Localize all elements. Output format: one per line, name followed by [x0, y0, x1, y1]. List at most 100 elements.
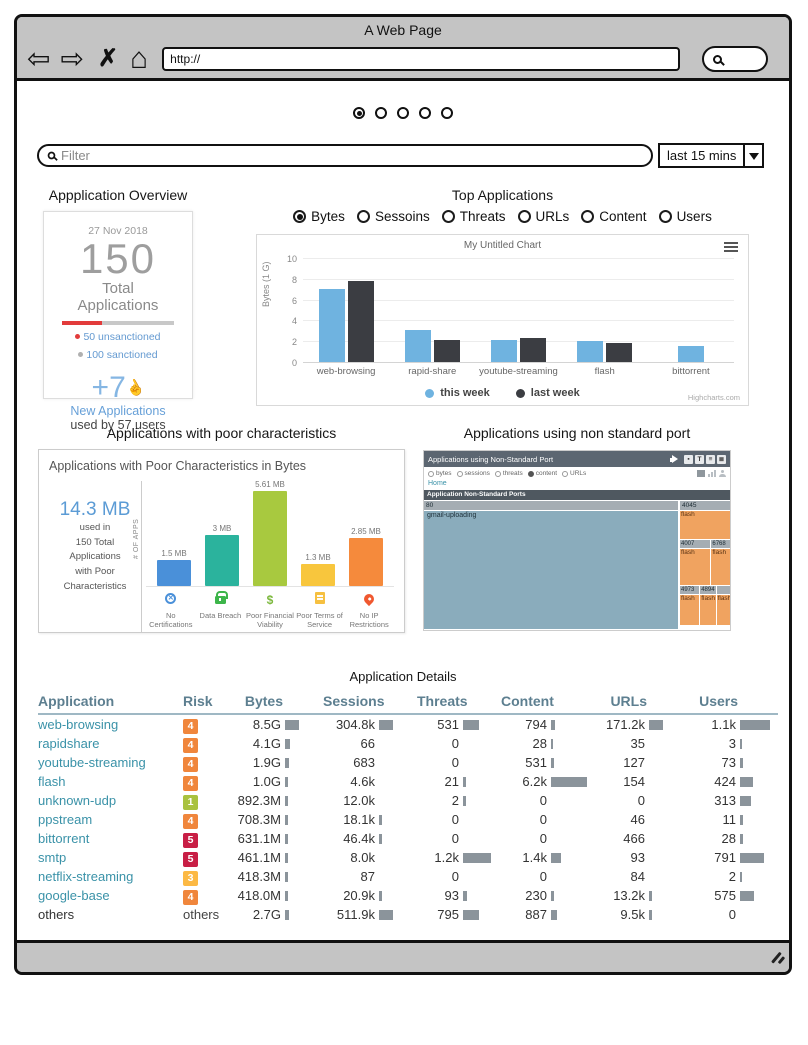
resize-handle-icon[interactable]	[765, 950, 785, 966]
column-header-urls[interactable]: URLs	[610, 693, 647, 709]
app-name-link[interactable]: google-base	[38, 888, 110, 903]
bar-value-label: 1.5 MB	[161, 549, 187, 558]
search-icon	[713, 54, 723, 64]
category-label: rapid-share	[408, 366, 457, 377]
cell-value: 1.0G	[252, 774, 281, 789]
risk-badge: 4	[183, 718, 198, 734]
radio-option-threats[interactable]: threats	[494, 470, 523, 477]
radio-option-bytes[interactable]: bytes	[428, 470, 452, 477]
column-header-threats[interactable]: Threats	[417, 693, 468, 709]
category-label: No Certifications	[149, 611, 193, 629]
app-name-link[interactable]: smtp	[38, 850, 67, 865]
speaker-icon[interactable]	[670, 454, 680, 464]
radio-option-users[interactable]: Users	[658, 209, 712, 224]
legend-item[interactable]: last week	[515, 387, 580, 399]
forward-arrow-icon[interactable]: ⇨	[60, 43, 84, 74]
radio-option-bytes[interactable]: Bytes	[293, 209, 345, 224]
carousel-dot[interactable]	[397, 107, 409, 119]
urls-cell: 93	[589, 850, 687, 865]
threats-cell: 93	[417, 888, 501, 903]
treemap-header-row: 4973 4894	[680, 586, 730, 594]
column-header-risk[interactable]: Risk	[183, 693, 213, 709]
app-name-link[interactable]: web-browsing	[38, 717, 119, 732]
carousel-dot[interactable]	[441, 107, 453, 119]
cell-value: 9.5k	[620, 907, 645, 922]
app-name-link[interactable]: rapidshare	[38, 736, 100, 751]
red-bullet-icon	[75, 334, 81, 340]
treemap-cell[interactable]: flash	[716, 595, 730, 625]
cell-value: 892.3M	[237, 793, 281, 808]
treemap-cell[interactable]: flash	[680, 549, 711, 585]
category: No Certifications	[146, 591, 196, 629]
radio-option-threats[interactable]: Threats	[441, 209, 506, 224]
carousel-dot[interactable]	[353, 107, 365, 119]
category-label: Poor Financial Viability	[246, 611, 294, 629]
cell-value: 683	[353, 755, 375, 770]
app-name-link[interactable]: flash	[38, 774, 66, 789]
filter-input-wrap[interactable]	[37, 144, 653, 167]
hamburger-menu-icon[interactable]	[724, 242, 738, 254]
close-icon[interactable]: ✗	[97, 45, 119, 72]
column-header-users[interactable]: Users	[699, 693, 738, 709]
magnitude-bar	[285, 814, 288, 825]
treemap-cell[interactable]: flash	[680, 595, 700, 625]
treemap-cell[interactable]: flash	[711, 549, 730, 585]
home-icon[interactable]: ⌂	[130, 42, 149, 75]
radio-option-urls[interactable]: URLs	[562, 470, 586, 477]
details-body: web-browsing 4 8.5G 304.8k 531 794 171.2k 1.1k r…	[38, 715, 778, 924]
text-icon[interactable]: T	[695, 454, 704, 464]
column-header-content[interactable]: Content	[501, 693, 554, 709]
window-bottom-bar	[17, 940, 789, 972]
legend-item[interactable]: this week	[425, 387, 490, 399]
cell-value: 171.2k	[605, 717, 645, 732]
table-icon[interactable]	[697, 470, 705, 477]
cell-value: 13.2k	[613, 888, 645, 903]
app-name-link[interactable]: unknown-udp	[38, 793, 117, 808]
app-name-link[interactable]: bittorrent	[38, 831, 90, 846]
document-icon	[314, 592, 325, 604]
radio-option-sessoins[interactable]: Sessoins	[356, 209, 430, 224]
magnitude-bar	[463, 909, 479, 920]
breadcrumb[interactable]: Home	[428, 480, 447, 487]
bar-chart-icon[interactable]	[708, 470, 716, 477]
risk-badge: 3	[183, 870, 198, 886]
time-range-select[interactable]: last 15 mins	[658, 143, 765, 168]
column-header-sessions[interactable]: Sessions	[323, 693, 385, 709]
app-name-link[interactable]: ppstream	[38, 812, 93, 827]
legend-label: this week	[440, 387, 490, 399]
url-input[interactable]: http://	[162, 47, 681, 71]
new-applications-link[interactable]: New Applications	[70, 404, 166, 419]
radio-option-content[interactable]: content	[527, 470, 557, 477]
app-name-link[interactable]: netflix-streaming	[38, 869, 134, 884]
column-header-application[interactable]: Application	[38, 693, 115, 709]
new-applications-count[interactable]: +7☝	[91, 371, 148, 405]
treemap-cell[interactable]: flash	[680, 511, 730, 539]
magnitude-bar	[285, 795, 288, 806]
square-icon[interactable]: ▪	[684, 454, 693, 464]
legend-label: last week	[530, 387, 580, 399]
magnitude-bar	[285, 909, 289, 920]
table-row: rapidshare 4 4.1G 66 0 28 35 3	[38, 734, 778, 753]
user-icon[interactable]	[719, 470, 726, 477]
search-button[interactable]	[702, 46, 769, 72]
back-arrow-icon[interactable]: ⇦	[27, 43, 51, 74]
dropdown-arrow-icon[interactable]	[743, 145, 762, 166]
app-name-link[interactable]: youtube-streaming	[38, 755, 146, 770]
carousel-dot[interactable]	[419, 107, 431, 119]
filter-input[interactable]	[61, 148, 601, 163]
radio-option-urls[interactable]: URLs	[517, 209, 569, 224]
poor-characteristics-summary: 14.3 MB used in 150 Total Applications w…	[49, 477, 141, 633]
grid-icon[interactable]: ≣	[717, 454, 726, 464]
treemap-cell[interactable]: gmail-uploading	[424, 511, 678, 629]
bar	[205, 535, 239, 586]
radio-option-sessions[interactable]: sessions	[456, 470, 490, 477]
y-tick-label: 2	[291, 337, 297, 348]
column-header-bytes[interactable]: Bytes	[244, 693, 283, 709]
menu-icon[interactable]: ≡	[706, 454, 715, 464]
cell-value: 418.0M	[237, 888, 281, 903]
widget-controls: bytes sessions threats content URLs	[424, 467, 730, 480]
radio-option-content[interactable]: Content	[581, 209, 647, 224]
carousel-dot[interactable]	[375, 107, 387, 119]
treemap-cell[interactable]: flash	[700, 595, 716, 625]
magnitude-bar	[740, 833, 743, 844]
